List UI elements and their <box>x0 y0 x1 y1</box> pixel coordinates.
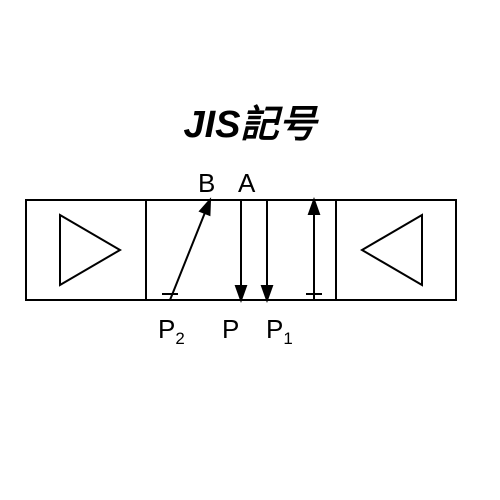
bottom-port-label-0: P2 <box>158 314 185 349</box>
flow-arrow-0 <box>170 200 210 300</box>
bottom-port-label-2: P1 <box>266 314 293 349</box>
top-port-label-0: B <box>198 168 215 199</box>
flow-arrow-3-head <box>309 200 319 214</box>
right-block <box>336 200 456 300</box>
bottom-port-label-1: P <box>222 314 239 345</box>
flow-arrow-2-head <box>262 286 272 300</box>
valve-symbol-diagram <box>0 0 500 500</box>
left-block <box>26 200 146 300</box>
left-actuator-triangle <box>60 215 120 285</box>
right-actuator-triangle <box>362 215 422 285</box>
flow-arrow-1-head <box>236 286 246 300</box>
top-port-label-1: A <box>238 168 255 199</box>
flow-arrow-0-head <box>200 200 210 215</box>
